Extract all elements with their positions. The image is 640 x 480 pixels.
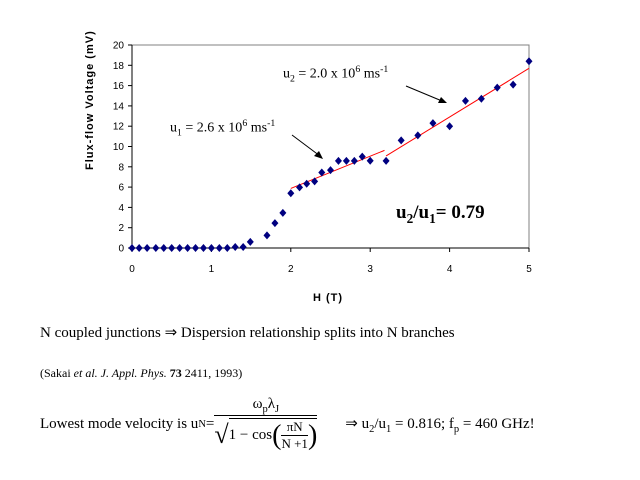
reference-text: (Sakai et al. J. Appl. Phys. 73 2411, 19… <box>40 366 243 380</box>
y-tick-label: 6 <box>118 183 124 194</box>
y-tick-label: 0 <box>118 244 124 255</box>
x-tick-label: 2 <box>288 264 294 275</box>
x-tick-label: 5 <box>526 264 532 275</box>
u1-annotation: u1 = 2.6 x 106 ms-1 <box>170 118 276 139</box>
data-point <box>334 156 342 165</box>
data-point <box>318 168 326 177</box>
data-point <box>429 119 437 128</box>
x-tick-label: 3 <box>367 264 373 275</box>
coupled-junctions-text: N coupled junctions ⇒ Dispersion relatio… <box>40 325 455 341</box>
formula-sub: N <box>198 418 206 430</box>
fit-line <box>385 67 530 157</box>
result-text: ⇒ u2/u1 = 0.816; fp = 460 GHz! <box>345 415 535 435</box>
data-point <box>350 156 358 165</box>
y-axis-label: Flux-flow Voltage (mV) <box>84 30 96 170</box>
u2-arrow <box>405 85 443 102</box>
data-point <box>414 131 422 140</box>
data-point <box>461 96 469 105</box>
data-point <box>397 136 405 145</box>
y-tick-label: 14 <box>113 101 125 112</box>
data-point <box>446 122 454 131</box>
ratio-annotation: u2/u1= 0.79 <box>396 202 485 226</box>
data-point <box>509 80 517 89</box>
data-point <box>327 166 334 175</box>
denominator: √ 1 − cos(πN N +1) <box>214 418 318 451</box>
data-point <box>525 57 533 66</box>
data-point <box>279 208 287 217</box>
y-tick-label: 2 <box>118 223 124 234</box>
y-tick-label: 10 <box>113 142 125 153</box>
data-point <box>176 244 184 252</box>
data-point <box>246 237 254 246</box>
numerator: ωpλJ <box>214 396 318 416</box>
data-point <box>358 152 366 161</box>
velocity-fraction: ωpλJ √ 1 − cos(πN N +1) <box>214 396 318 452</box>
data-point <box>303 179 311 188</box>
data-point <box>231 242 239 251</box>
y-tick-label: 20 <box>113 41 125 52</box>
x-tick-label: 0 <box>129 264 135 275</box>
x-axis-label: H (T) <box>313 292 344 304</box>
data-point <box>263 231 271 240</box>
data-point <box>168 244 176 252</box>
data-point <box>271 219 279 228</box>
x-tick-label: 4 <box>447 264 453 275</box>
data-point <box>215 244 223 252</box>
data-point <box>143 244 151 252</box>
u1-arrowhead <box>314 151 323 159</box>
data-point <box>296 183 304 192</box>
data-point <box>223 244 231 252</box>
u2-arrowhead <box>438 97 447 103</box>
y-tick-label: 16 <box>113 81 125 92</box>
data-point <box>239 242 247 251</box>
y-tick-label: 4 <box>118 203 124 214</box>
data-point <box>382 156 390 165</box>
data-point <box>199 244 207 252</box>
data-point <box>160 244 168 252</box>
y-tick-label: 8 <box>118 162 124 173</box>
data-point <box>287 189 295 198</box>
formula-eq: = <box>205 415 215 432</box>
u1-arrow <box>291 134 321 157</box>
y-tick-label: 12 <box>113 122 125 133</box>
y-tick-label: 18 <box>113 61 125 72</box>
data-point <box>152 244 160 252</box>
data-point <box>366 156 374 165</box>
data-point <box>477 94 485 103</box>
u2-annotation: u2 = 2.0 x 106 ms-1 <box>283 64 389 85</box>
data-point <box>342 156 350 165</box>
x-tick-label: 1 <box>209 264 215 275</box>
formula-intro: Lowest mode velocity is u <box>40 415 199 432</box>
data-point <box>128 244 136 252</box>
data-point <box>493 83 501 92</box>
data-point <box>192 244 200 252</box>
data-point <box>184 244 192 252</box>
data-point <box>207 244 215 252</box>
data-point <box>135 244 143 252</box>
data-point <box>311 177 319 186</box>
